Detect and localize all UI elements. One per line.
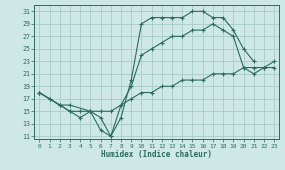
X-axis label: Humidex (Indice chaleur): Humidex (Indice chaleur) (101, 150, 212, 159)
